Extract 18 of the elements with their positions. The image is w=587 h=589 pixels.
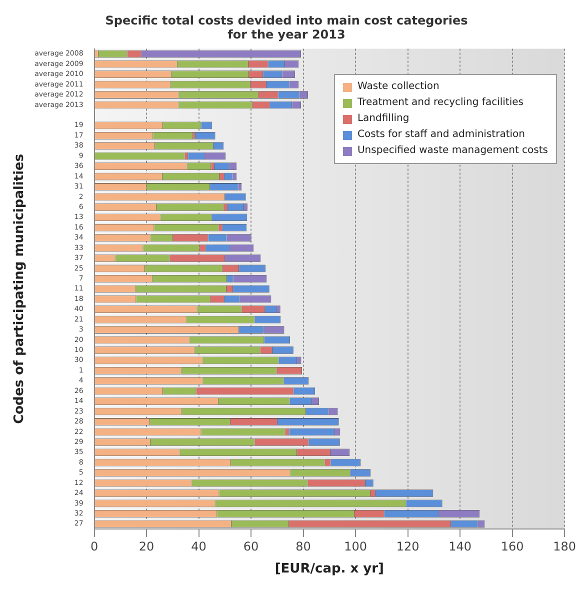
x-tick-label: 120: [396, 539, 420, 554]
x-tick-label: 100: [344, 539, 367, 554]
y-axis-title: Codes of participating municipalities: [12, 154, 28, 424]
legend-label: Waste collection: [357, 80, 440, 94]
legend-label: Treatment and recycling facilities: [357, 96, 524, 110]
legend-label: Unspecified waste management costs: [357, 144, 548, 158]
x-tick-label: 180: [553, 539, 576, 554]
x-tick-label: 40: [191, 539, 206, 554]
x-axis-title: [EUR/cap. x yr]: [274, 562, 384, 577]
x-tick-label: 20: [138, 539, 154, 554]
x-tick-label: 160: [500, 539, 524, 554]
x-tick-label: 60: [243, 539, 259, 554]
legend-label: Costs for staff and administration: [357, 128, 525, 142]
legend-label: Landfilling: [357, 112, 410, 126]
x-tick-label: 80: [296, 539, 311, 554]
chart-title: Specific total costs devided into main cost categories for the year 2013: [105, 13, 468, 42]
x-tick-label: 140: [448, 539, 472, 554]
x-tick-label: 0: [90, 539, 98, 554]
